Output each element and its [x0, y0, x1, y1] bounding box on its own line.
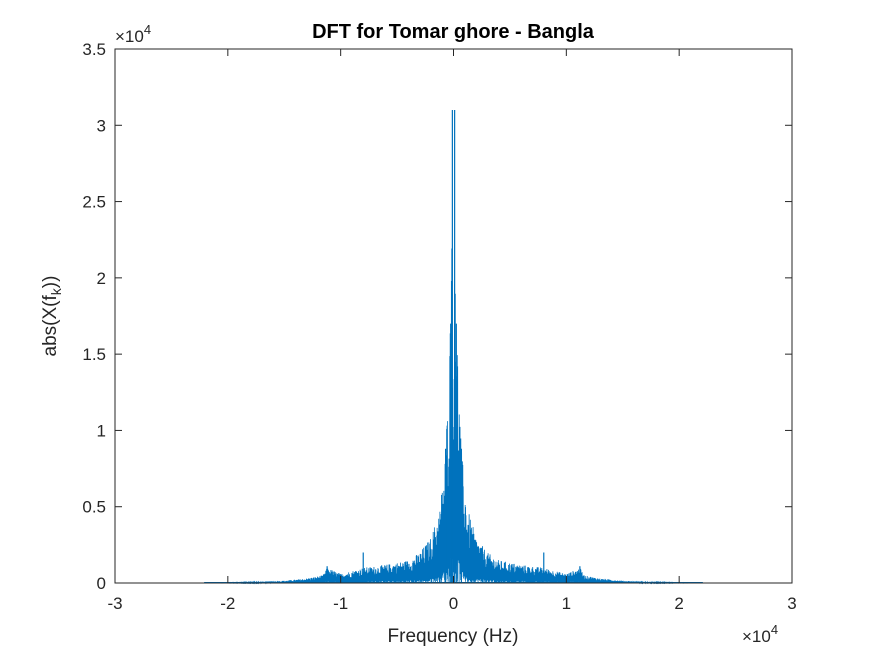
y-tick-label: 2 [97, 269, 106, 288]
y-tick-label: 3 [97, 116, 106, 135]
x-tick-label: 2 [674, 594, 683, 613]
x-tick-label: -2 [220, 594, 235, 613]
tick-layer: -3 -2 -1 0 1 2 3 0 0.5 1 1.5 2 2.5 3 3.5 [82, 40, 796, 613]
x-exponent-label: ×104 [742, 622, 778, 646]
x-axis-label: Frequency (Hz) [388, 626, 519, 647]
y-axis-label-main: abs(X(f [40, 294, 61, 356]
y-tick-label: 0.5 [82, 498, 106, 517]
y-tick-label: 2.5 [82, 193, 106, 212]
x-tick-label: 3 [787, 594, 796, 613]
x-tick-label: -3 [107, 594, 122, 613]
spectrum-line [204, 248, 703, 585]
y-tick-label: 1.5 [82, 345, 106, 364]
x-exponent-base: ×10 [742, 627, 771, 646]
y-tick-label: 3.5 [82, 40, 106, 59]
x-tick-label: 0 [449, 594, 458, 613]
chart-title: DFT for Tomar ghore - Bangla [312, 21, 595, 43]
x-tick-label: -1 [333, 594, 348, 613]
y-exponent-base: ×10 [115, 27, 144, 46]
x-exponent-power: 4 [771, 622, 778, 637]
y-tick-label: 1 [97, 421, 106, 440]
y-axis-label: abs(X(fk)) [40, 276, 64, 357]
y-exponent-label: ×104 [115, 22, 151, 46]
data-layer [204, 110, 703, 585]
y-axis-label-sub: k [48, 287, 64, 295]
x-tick-label: 1 [562, 594, 571, 613]
y-exponent-power: 4 [144, 22, 151, 37]
y-tick-label: 0 [97, 574, 106, 593]
y-axis-label-tail: )) [40, 276, 61, 289]
